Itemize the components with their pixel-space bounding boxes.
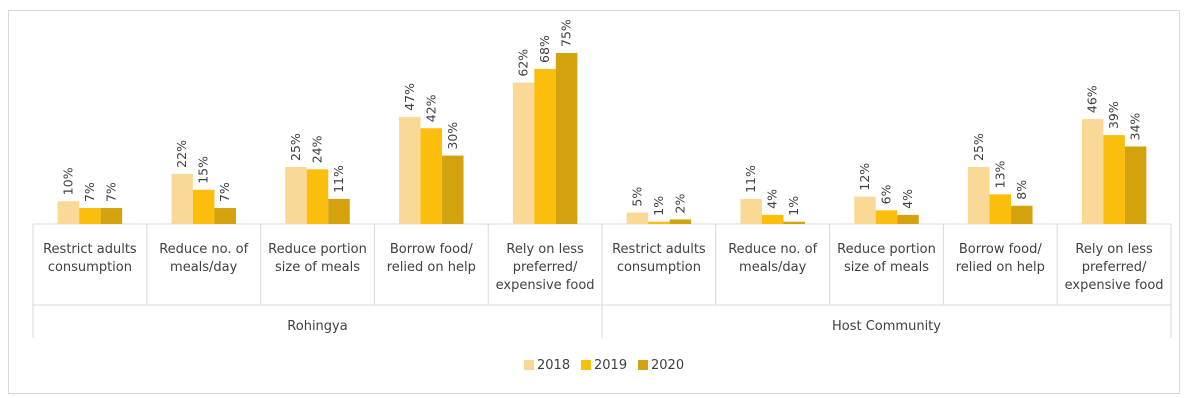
data-label: 10% — [60, 167, 75, 195]
data-label: 68% — [537, 35, 552, 63]
data-label: 22% — [174, 140, 189, 168]
data-label: 11% — [331, 165, 346, 193]
bar — [875, 210, 898, 224]
category-label: meals/day — [170, 260, 238, 275]
category-label: Reduce portion — [268, 242, 367, 257]
bar — [328, 198, 350, 224]
bar — [968, 167, 990, 224]
data-label: 25% — [288, 133, 303, 161]
bar — [669, 219, 692, 224]
bar — [534, 68, 556, 225]
bar — [171, 173, 193, 224]
bar — [100, 208, 123, 224]
category-label: Reduce no. of — [159, 242, 248, 257]
legend-label: 2019 — [594, 358, 627, 373]
data-label: 1% — [651, 196, 666, 216]
category-label: Reduce no. of — [728, 242, 817, 257]
data-label: 13% — [992, 160, 1007, 188]
bar — [420, 128, 443, 224]
bar — [1124, 146, 1147, 224]
category-label: Reduce portion — [837, 242, 936, 257]
bar — [214, 208, 236, 224]
bar — [192, 189, 215, 224]
bar — [57, 201, 80, 224]
category-label: Borrow food/ — [959, 242, 1043, 257]
category-label: size of meals — [844, 260, 929, 275]
data-label: 25% — [971, 133, 986, 161]
category-label: expensive food — [496, 278, 595, 293]
category-label: Borrow food/ — [390, 242, 474, 257]
data-label: 34% — [1128, 113, 1143, 141]
category-label: relied on help — [956, 260, 1045, 275]
bar — [989, 194, 1012, 224]
data-label: 5% — [629, 187, 644, 207]
bar — [555, 53, 578, 224]
data-label: 46% — [1085, 85, 1100, 113]
bar — [897, 214, 919, 224]
category-label: consumption — [48, 260, 132, 275]
bar — [512, 82, 535, 224]
bar — [306, 169, 329, 224]
category-label: Restrict adults — [43, 242, 137, 257]
bar — [399, 116, 421, 224]
data-label: 39% — [1106, 101, 1121, 129]
bar — [648, 221, 670, 224]
legend-label: 2020 — [651, 358, 684, 373]
category-label: relied on help — [387, 260, 476, 275]
legend-label: 2018 — [537, 358, 570, 373]
data-label: 15% — [196, 156, 211, 184]
category-label: size of meals — [275, 260, 360, 275]
data-label: 47% — [402, 83, 417, 111]
data-label: 11% — [743, 165, 758, 193]
group-label: Host Community — [832, 319, 941, 334]
legend-swatch — [524, 360, 534, 370]
legend-swatch — [581, 360, 591, 370]
data-label: 24% — [310, 135, 325, 163]
bar — [761, 214, 784, 224]
data-label: 75% — [559, 19, 574, 47]
category-label: Rely on less — [1075, 242, 1153, 257]
bar — [1103, 135, 1125, 224]
category-label: meals/day — [739, 260, 807, 275]
data-label: 8% — [1014, 180, 1029, 200]
bar — [783, 221, 805, 224]
data-label: 1% — [786, 196, 801, 216]
data-label: 2% — [672, 193, 687, 213]
group-label: Rohingya — [287, 319, 347, 334]
bar — [1011, 205, 1033, 224]
category-label: expensive food — [1065, 278, 1164, 293]
category-label: Rely on less — [506, 242, 584, 257]
bar — [740, 198, 762, 224]
bar — [1081, 119, 1104, 224]
bar — [442, 155, 464, 224]
data-label: 4% — [765, 189, 780, 209]
legend-swatch — [638, 360, 648, 370]
category-label: preferred/ — [1082, 260, 1147, 275]
data-label: 42% — [423, 94, 438, 122]
category-label: consumption — [617, 260, 701, 275]
bar — [285, 167, 307, 224]
chart-frame — [8, 10, 1180, 394]
data-label: 30% — [445, 122, 460, 150]
data-label: 7% — [103, 182, 118, 202]
bar — [626, 212, 649, 224]
data-label: 62% — [516, 49, 531, 77]
bar — [79, 208, 101, 224]
data-label: 6% — [879, 184, 894, 204]
category-label: preferred/ — [513, 260, 578, 275]
data-label: 4% — [900, 189, 915, 209]
data-label: 12% — [857, 163, 872, 191]
category-label: Restrict adults — [612, 242, 706, 257]
data-label: 7% — [217, 182, 232, 202]
bar — [854, 196, 876, 224]
data-label: 7% — [82, 182, 97, 202]
